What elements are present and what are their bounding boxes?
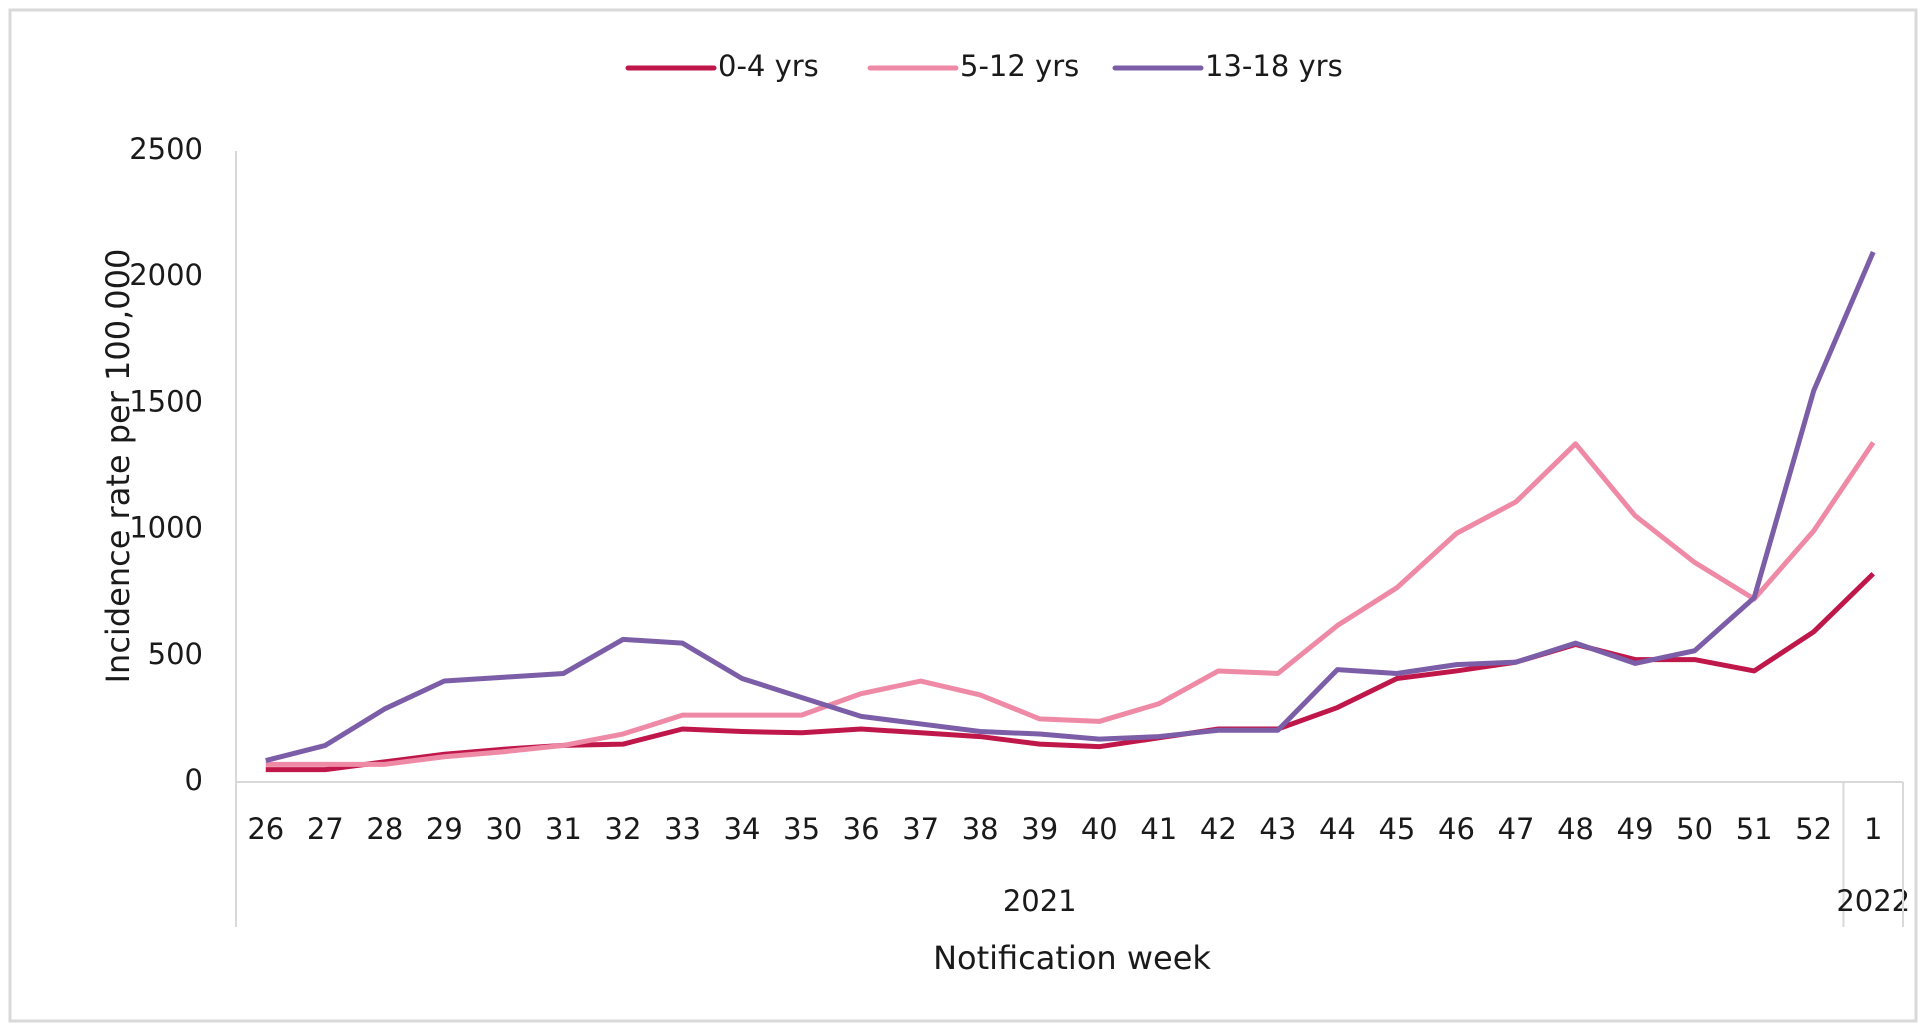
y-axis-title: Incidence rate per 100,000 — [99, 249, 137, 684]
x-tick-label: 35 — [783, 812, 820, 846]
x-tick-label: 31 — [545, 812, 582, 846]
x-tick-label: 42 — [1200, 812, 1237, 846]
x-tick-label: 41 — [1140, 812, 1177, 846]
series-line — [265, 250, 1876, 763]
x-tick-label: 38 — [962, 812, 999, 846]
x-group-label: 2021 — [1003, 884, 1077, 918]
x-tick-label: 29 — [426, 812, 463, 846]
legend-label: 13-18 yrs — [1205, 49, 1343, 83]
x-tick-label: 49 — [1617, 812, 1654, 846]
x-tick-label: 27 — [307, 812, 344, 846]
chart-frame — [8, 8, 1918, 1023]
x-tick-label: 40 — [1081, 812, 1118, 846]
x-tick-label: 36 — [843, 812, 880, 846]
y-tick-label: 0 — [185, 763, 203, 797]
x-tick-label: 51 — [1736, 812, 1773, 846]
x-axis-title: Notification week — [933, 939, 1211, 977]
x-tick-label: 34 — [724, 812, 761, 846]
x-tick-label: 37 — [902, 812, 939, 846]
legend-label: 0-4 yrs — [718, 49, 819, 83]
x-tick-label: 45 — [1378, 812, 1415, 846]
x-tick-label: 28 — [366, 812, 403, 846]
y-tick-label: 2500 — [129, 132, 203, 166]
x-tick-label: 50 — [1676, 812, 1713, 846]
y-tick-label: 500 — [148, 637, 203, 671]
x-group-label: 2022 — [1836, 884, 1910, 918]
legend-label: 5-12 yrs — [960, 49, 1079, 83]
x-tick-label: 48 — [1557, 812, 1594, 846]
x-tick-label: 30 — [485, 812, 522, 846]
x-tick-label: 32 — [605, 812, 642, 846]
x-tick-label: 52 — [1795, 812, 1832, 846]
x-tick-label: 39 — [1021, 812, 1058, 846]
x-tick-label: 1 — [1864, 812, 1882, 846]
series-line — [265, 441, 1876, 767]
x-tick-label: 33 — [664, 812, 701, 846]
y-tick-label: 2000 — [129, 258, 203, 292]
x-tick-label: 44 — [1319, 812, 1356, 846]
y-tick-label: 1500 — [129, 384, 203, 418]
x-tick-label: 43 — [1259, 812, 1296, 846]
y-tick-label: 1000 — [129, 511, 203, 545]
x-tick-label: 47 — [1498, 812, 1535, 846]
x-tick-label: 46 — [1438, 812, 1475, 846]
x-tick-label: 26 — [247, 812, 284, 846]
